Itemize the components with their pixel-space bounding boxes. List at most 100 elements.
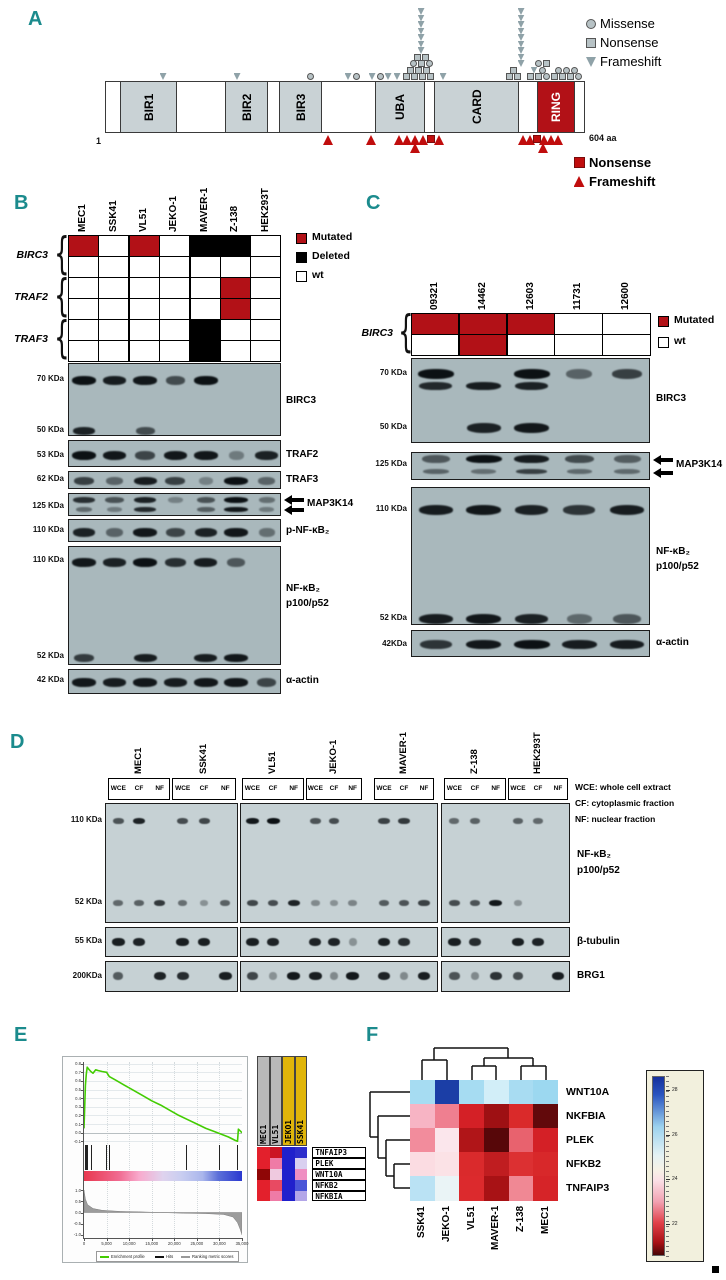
- axis-tick-label: 30,000: [213, 1241, 226, 1246]
- kda-label: 125 KDa: [32, 501, 64, 510]
- mutation-marker-red: [394, 135, 404, 145]
- axis-tick: [81, 1141, 84, 1143]
- mutation-marker-fs: [417, 14, 425, 22]
- blot-band: [133, 527, 157, 537]
- axis-tick: [84, 1238, 85, 1241]
- kda-label: 110 KDa: [70, 815, 102, 824]
- colorbar-minor-tick: [666, 1241, 669, 1242]
- panel-d-col-header: Z-138: [469, 749, 480, 774]
- heatmap-cell: [508, 1128, 534, 1153]
- blot-band: [245, 818, 259, 824]
- legend-label: Deleted: [312, 250, 350, 262]
- colorbar-major-tick: [666, 1223, 670, 1225]
- axis-tick-label: 0: [82, 1241, 86, 1246]
- heatmap-cell: [434, 1152, 460, 1177]
- mutation-marker-ms: [554, 66, 562, 74]
- mutation-marker-fs: [417, 8, 425, 15]
- gsea-es-zero-line: [84, 1132, 242, 1134]
- kda-label: 70 KDa: [379, 368, 407, 377]
- blot-band: [133, 677, 157, 687]
- gene-label-traf3: TRAF3: [14, 333, 48, 345]
- heatmap-cell: [459, 1152, 485, 1177]
- mutation-marker-fs: [517, 14, 525, 22]
- blot-band: [469, 900, 481, 906]
- mutation-marker-fs: [384, 73, 392, 80]
- gsea-hit-tick: [218, 1145, 220, 1170]
- fraction-label: WCE: [175, 785, 191, 792]
- blot-band: [228, 450, 244, 460]
- blot-band: [72, 677, 96, 687]
- mutation-marker-fs: [517, 34, 525, 41]
- gridline: [196, 1062, 198, 1238]
- blot-band: [514, 382, 549, 390]
- heatmap-cell: [533, 1152, 559, 1177]
- axis-tick: [81, 1098, 84, 1100]
- gsea-heatmap-col-label: JEKO1: [283, 1119, 293, 1144]
- blot-band: [107, 506, 123, 512]
- panel-e-letter: E: [14, 1024, 28, 1046]
- axis-tick-label: 0.5: [75, 1198, 81, 1204]
- blot-band: [224, 677, 248, 687]
- blot-band: [533, 818, 543, 824]
- colorbar-minor-tick: [666, 1181, 669, 1182]
- blot-band: [309, 972, 322, 980]
- mutation-marker-fs: [344, 73, 352, 80]
- gsea-heatmap-cell: [269, 1147, 283, 1158]
- blot-band: [168, 497, 183, 503]
- colorbar-minor-tick: [666, 1216, 669, 1217]
- panel-d-col-header: SSK41: [198, 743, 209, 774]
- gsea-heatmap-gene-label: TNFAIP3: [312, 1147, 367, 1158]
- gsea-heatmap-cell: [294, 1179, 308, 1191]
- panel-c-blot-actin: [411, 630, 650, 657]
- gsea-heatmap-cell: [269, 1179, 283, 1191]
- axis-tick-label: 0.2: [75, 1112, 81, 1118]
- mutation-marker-red: [427, 135, 435, 143]
- gridline: [84, 1124, 242, 1126]
- blot-band: [196, 497, 216, 503]
- blot-band: [611, 369, 643, 379]
- domain-bir3: [279, 81, 322, 133]
- blot-band: [102, 450, 127, 460]
- heatmap-cell: [483, 1080, 510, 1105]
- mutation-grid-cell: [98, 277, 130, 299]
- fraction-label: CF: [134, 785, 144, 792]
- gsea-hit-tick: [109, 1145, 111, 1170]
- panel-b-blot-actin: [68, 669, 281, 694]
- blot-band: [134, 900, 144, 906]
- axis-tick-label: 10,000: [122, 1241, 136, 1246]
- domain-label-card: CARD: [469, 89, 484, 125]
- panel-d-col-header: JEKO-1: [328, 739, 339, 774]
- mutation-marker-fs: [517, 21, 525, 28]
- map3k14-arrow-icon: [653, 468, 673, 478]
- colorbar-minor-tick: [666, 1116, 669, 1117]
- mutation-marker-fs: [439, 73, 447, 80]
- blot-band: [448, 938, 461, 946]
- mutation-marker-ms: [570, 66, 578, 74]
- blot-band: [470, 972, 480, 980]
- legend-line-swatch: [100, 1256, 109, 1258]
- mutation-marker-ns: [566, 73, 574, 80]
- mutation-grid-cell: [220, 277, 251, 299]
- blot-label: α-actin: [656, 637, 689, 648]
- blot-band: [177, 900, 188, 906]
- mutation-marker-fs: [368, 73, 376, 80]
- blot-band: [153, 972, 166, 980]
- blot-band: [258, 527, 275, 537]
- panel-d-blot-nfkb2-fraction: [441, 803, 570, 923]
- heatmap-cell: [483, 1128, 510, 1153]
- blot-label: NF-κB₂: [286, 583, 320, 594]
- colorbar-tick-label: 22: [672, 1220, 678, 1227]
- mutation-marker-fs: [517, 27, 525, 35]
- fraction-label: WCE: [510, 785, 526, 792]
- axis-tick-label: 5,000: [101, 1241, 112, 1246]
- gsea-heatmap-gene-label: PLEK: [312, 1157, 367, 1169]
- mutation-grid-cell: [159, 235, 191, 257]
- blot-band: [449, 818, 460, 824]
- heatmap-cell: [533, 1104, 559, 1129]
- fraction-label: CF: [199, 785, 209, 792]
- mutation-grid-cell: [128, 298, 160, 320]
- colorbar-minor-tick: [666, 1176, 669, 1177]
- blot-band: [112, 938, 125, 946]
- axis-tick: [81, 1201, 84, 1203]
- panel-d-col-header: VL51: [267, 751, 278, 774]
